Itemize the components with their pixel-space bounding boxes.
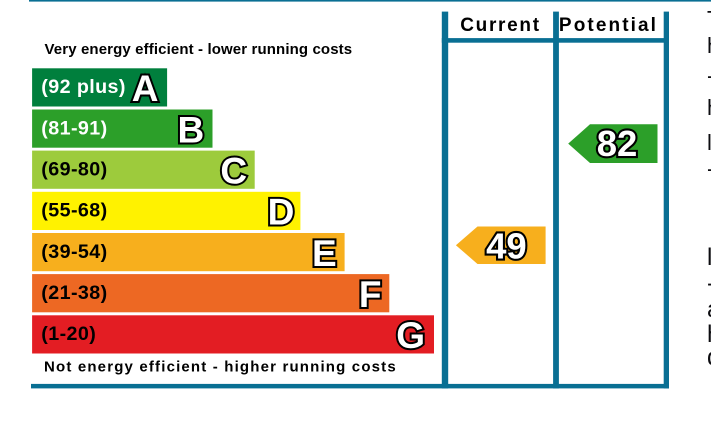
svg-text:hot: hot: [707, 321, 711, 348]
svg-text:C: C: [220, 151, 247, 192]
svg-text:light: light: [707, 244, 711, 271]
svg-text:G: G: [396, 315, 425, 356]
svg-text:(69-80): (69-80): [41, 159, 107, 181]
svg-text:B: B: [178, 109, 205, 150]
svg-text:(1-20): (1-20): [41, 323, 96, 345]
svg-text:(39-54): (39-54): [41, 241, 107, 263]
svg-text:D: D: [268, 192, 295, 233]
svg-text:82: 82: [597, 123, 638, 164]
svg-text:Current: Current: [460, 15, 541, 36]
svg-text:Not energy efficient - higher: Not energy efficient - higher running co…: [44, 359, 397, 376]
svg-text:-to: -to: [707, 156, 711, 181]
svg-text:heat: heat: [707, 95, 711, 120]
svg-text:A: A: [132, 68, 159, 109]
svg-text:The: The: [707, 7, 711, 32]
svg-text:(21-38): (21-38): [41, 282, 107, 304]
svg-text:dual: dual: [707, 344, 711, 371]
svg-text:are: are: [707, 296, 711, 323]
svg-text:(81-91): (81-91): [41, 117, 107, 139]
svg-text:49: 49: [486, 226, 527, 267]
svg-text:(92 plus): (92 plus): [41, 76, 126, 98]
svg-text:home: home: [707, 33, 711, 58]
svg-text:Very energy efficient - lower: Very energy efficient - lower running co…: [45, 41, 353, 58]
svg-text:(55-68): (55-68): [41, 200, 107, 222]
svg-text:E: E: [312, 233, 337, 274]
svg-text:F: F: [359, 274, 382, 315]
svg-text:-and: -and: [707, 270, 711, 297]
svg-text:lower: lower: [707, 130, 711, 155]
svg-text:-the: -the: [707, 63, 711, 88]
svg-text:Potential: Potential: [559, 15, 658, 36]
